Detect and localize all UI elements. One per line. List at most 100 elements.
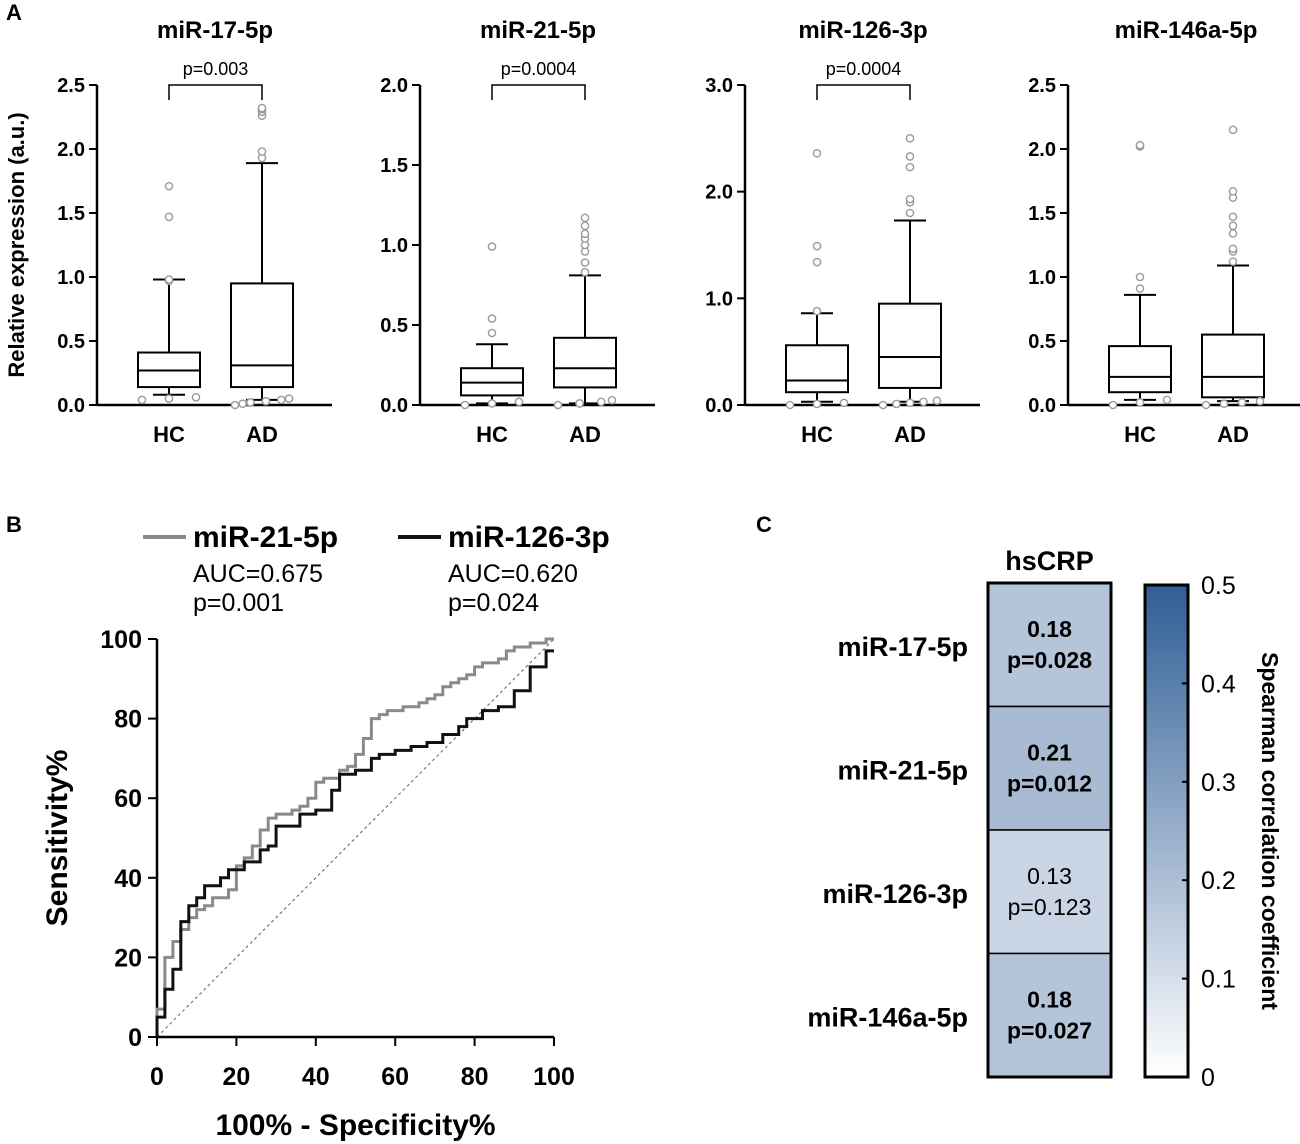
- heatmap-cell: [987, 829, 1112, 955]
- x-tick-label: 80: [461, 1063, 489, 1091]
- y-tick-label: 0.5: [380, 315, 408, 337]
- box-ad: [553, 213, 617, 410]
- outlier-point: [164, 275, 174, 284]
- outlier-point: [487, 328, 497, 338]
- boxplot-4: miR-146a-5p 0.0 0.5 1.0 1.5 2.0 2.5 HC AD: [1028, 17, 1300, 447]
- outlier-point: [164, 212, 174, 222]
- p-value-label: p=0.003: [183, 59, 249, 79]
- chance-diagonal: [156, 638, 555, 1038]
- significance-bracket: [491, 84, 586, 100]
- heatmap-border: [986, 581, 1113, 1079]
- outlier-point: [812, 148, 822, 158]
- outlier-point: [1135, 284, 1145, 293]
- boxplot-2: miR-21-5p 0.0 0.5 1.0 1.5 2.0 HC AD p=0.0004: [380, 17, 655, 447]
- colorbar-tick-label: 0: [1201, 1064, 1215, 1092]
- iqr-box: [878, 302, 942, 389]
- y-tick-label: 2.0: [1028, 139, 1056, 161]
- outlier-point: [812, 241, 822, 251]
- legend-label: miR-21-5p: [193, 521, 338, 554]
- panel-label-b: B: [6, 512, 22, 537]
- significance-bracket: [816, 84, 911, 100]
- heatmap-cell: [987, 582, 1112, 708]
- outlier-point: [137, 395, 147, 405]
- outlier-point: [785, 400, 795, 410]
- y-tick-label: 3.0: [705, 75, 733, 97]
- y-tick-label: 0.0: [57, 395, 85, 417]
- outlier-point: [1228, 229, 1238, 238]
- cell-coefficient: 0.18: [1027, 616, 1072, 642]
- outlier-point: [284, 394, 294, 403]
- x-tick-label: HC: [476, 422, 508, 447]
- box-ad: [1201, 125, 1265, 410]
- iqr-box: [1108, 345, 1172, 394]
- outlier-point: [238, 399, 248, 409]
- cell-coefficient: 0.18: [1027, 987, 1072, 1013]
- outlier-point: [905, 134, 915, 143]
- x-tick-label: AD: [246, 422, 278, 447]
- outlier-point: [164, 181, 174, 191]
- outlier-point: [1228, 221, 1238, 231]
- panel-b-roc-curve: 0 20 40 60 80 100 0 20 40 60 80 100 100% - Specifici…: [41, 521, 610, 1142]
- outlier-point: [580, 229, 590, 239]
- x-tick-label: AD: [894, 422, 926, 447]
- x-tick-label: HC: [153, 422, 185, 447]
- outlier-point: [487, 242, 497, 251]
- cell-p-value: p=0.123: [1008, 894, 1092, 920]
- outlier-point: [1228, 186, 1238, 196]
- x-tick-label: AD: [569, 422, 601, 447]
- x-tick-label: 40: [302, 1063, 330, 1091]
- outlier-point: [487, 314, 497, 323]
- box-hc: [1108, 140, 1172, 410]
- y-tick-label: 1.0: [705, 288, 733, 310]
- y-tick-label: 0.5: [1028, 331, 1056, 353]
- plot-title: miR-17-5p: [157, 17, 273, 44]
- outlier-point: [905, 194, 915, 204]
- outlier-point: [580, 221, 590, 231]
- outlier-point: [191, 393, 201, 402]
- y-tick-label: 0: [128, 1024, 142, 1052]
- x-tick-label: 0: [150, 1063, 164, 1091]
- heatmap-row-label: miR-146a-5p: [807, 1003, 968, 1033]
- outlier-point: [230, 400, 240, 410]
- cell-coefficient: 0.13: [1027, 863, 1072, 889]
- outlier-point: [1135, 140, 1145, 150]
- colorbar: [1143, 583, 1190, 1079]
- plot-title: miR-126-3p: [798, 17, 927, 44]
- y-tick-label: 100: [100, 626, 142, 654]
- outlier-point: [460, 400, 470, 410]
- outlier-point: [878, 400, 888, 410]
- y-tick-label: 80: [114, 706, 142, 734]
- legend-auc: AUC=0.675: [193, 560, 323, 588]
- y-tick-label: 2.0: [380, 75, 408, 97]
- heatmap-row-label: miR-21-5p: [837, 756, 968, 786]
- y-tick-label: 2.5: [1028, 75, 1056, 97]
- roc-line-mir-126-3p: [155, 649, 554, 1037]
- outlier-point: [580, 213, 590, 223]
- outlier-point: [246, 398, 255, 407]
- cell-p-value: p=0.028: [1007, 647, 1092, 673]
- x-tick-label: 100: [533, 1063, 575, 1091]
- plot-title: miR-146a-5p: [1115, 17, 1258, 44]
- y-tick-label: 2.0: [57, 139, 85, 161]
- y-tick-label: 60: [114, 785, 142, 813]
- x-tick-label: HC: [1124, 422, 1156, 447]
- outlier-point: [596, 397, 606, 407]
- y-tick-label: 1.5: [1028, 203, 1056, 225]
- x-tick-label: 20: [222, 1063, 250, 1091]
- heatmap-cell: [987, 952, 1112, 1078]
- outlier-point: [1228, 244, 1238, 254]
- p-value-label: p=0.0004: [501, 59, 577, 79]
- heatmap-cell: [987, 705, 1112, 831]
- colorbar-tick-label: 0.2: [1201, 867, 1236, 895]
- outlier-point: [1255, 396, 1265, 406]
- panel-a-boxplots: miR-17-5p 0.0 0.5 1.0 1.5 2.0 2.5 HC AD p=0.003 mi…: [57, 17, 1300, 447]
- plot-title: miR-21-5p: [480, 17, 596, 44]
- p-value-label: p=0.0004: [826, 59, 902, 79]
- legend-p-value: p=0.001: [193, 589, 284, 617]
- y-tick-label: 2.5: [57, 75, 85, 97]
- outlier-point: [580, 267, 590, 277]
- y-tick-label: 0.0: [1028, 395, 1056, 417]
